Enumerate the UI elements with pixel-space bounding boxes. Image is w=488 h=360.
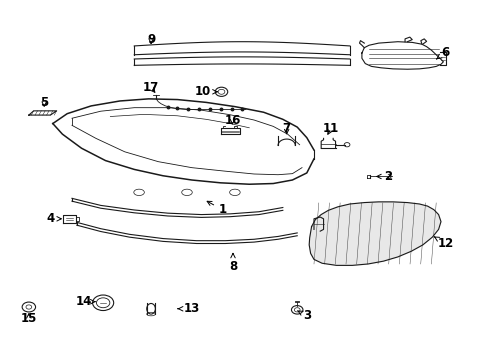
Text: 5: 5 — [40, 96, 48, 109]
Text: 6: 6 — [436, 46, 449, 59]
Text: 15: 15 — [20, 312, 37, 325]
Text: 4: 4 — [46, 212, 61, 225]
Text: 2: 2 — [376, 170, 391, 183]
Text: 1: 1 — [207, 201, 226, 216]
Polygon shape — [308, 202, 440, 265]
Text: 11: 11 — [322, 122, 338, 135]
Text: 3: 3 — [297, 309, 310, 322]
Text: 17: 17 — [142, 81, 159, 94]
Text: 9: 9 — [146, 33, 155, 46]
Text: 8: 8 — [228, 253, 237, 273]
Text: 13: 13 — [178, 302, 200, 315]
Text: 14: 14 — [76, 295, 95, 308]
Text: 7: 7 — [282, 122, 290, 135]
Text: 10: 10 — [194, 85, 217, 98]
Text: 12: 12 — [434, 237, 453, 250]
Text: 16: 16 — [224, 113, 240, 126]
